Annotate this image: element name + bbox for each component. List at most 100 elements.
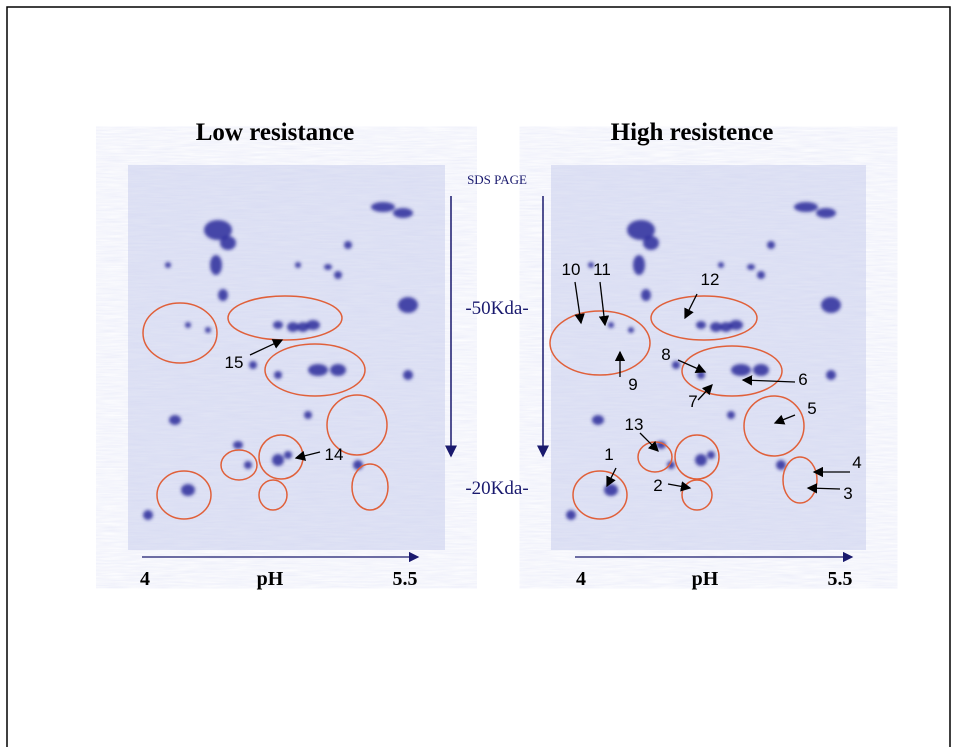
spot [297, 322, 309, 332]
ph-end: 5.5 [828, 568, 853, 590]
spot [566, 510, 576, 520]
spot [697, 371, 705, 379]
arrow [684, 293, 698, 320]
spot [393, 208, 413, 218]
ph-end: 5.5 [393, 568, 418, 590]
spot-arrows [249, 281, 850, 494]
arrow [806, 483, 841, 494]
spot [627, 220, 655, 240]
spot-label: 8 [661, 345, 670, 364]
spot-label: 9 [628, 375, 637, 394]
panel-title: High resistence [611, 119, 774, 146]
spot [604, 484, 618, 496]
spot-ring [681, 479, 713, 511]
spot [731, 364, 751, 376]
spot [727, 411, 735, 419]
spot [205, 327, 211, 333]
spot [204, 220, 232, 240]
spot-label: 13 [625, 415, 644, 434]
spot [244, 461, 252, 469]
spot [334, 271, 342, 279]
spot-ring [264, 343, 366, 397]
spot [672, 361, 680, 369]
ph-label: pH [692, 568, 719, 590]
spot-ring [549, 310, 651, 376]
spot-label: 14 [325, 445, 344, 464]
spot-ring [351, 463, 389, 511]
spot [718, 262, 724, 268]
ph-start: 4 [576, 568, 586, 590]
spot [143, 510, 153, 520]
arrow [598, 281, 610, 327]
spot-label: 15 [225, 353, 244, 372]
spot [185, 322, 191, 328]
spot [330, 364, 346, 376]
arrow [294, 450, 321, 461]
spot [753, 364, 769, 376]
arrow [773, 414, 796, 425]
spot [608, 322, 614, 328]
spot [210, 255, 222, 275]
gel-spots [143, 202, 841, 520]
spot [757, 271, 765, 279]
arrow [574, 281, 585, 325]
arrow [677, 359, 707, 374]
spot [165, 262, 171, 268]
spot [696, 321, 706, 329]
arrow [639, 432, 659, 452]
spot-ring [326, 394, 388, 456]
spot [776, 460, 786, 470]
spot [720, 322, 732, 332]
spot-ring [681, 345, 783, 397]
spot [218, 289, 228, 301]
spot [344, 241, 352, 249]
arrow [249, 339, 284, 356]
spot-ring [674, 434, 720, 480]
spot [643, 236, 659, 250]
arrow [606, 467, 617, 488]
spot [767, 241, 775, 249]
spot [641, 289, 651, 301]
spot [284, 451, 292, 459]
arrow [697, 384, 713, 401]
spot [295, 262, 301, 268]
gel-right [551, 165, 866, 550]
spot [398, 297, 418, 313]
spot-label: 10 [562, 260, 581, 279]
spot [273, 321, 283, 329]
spot-ring [650, 295, 758, 341]
spot [233, 441, 243, 449]
spot-ring [220, 449, 258, 481]
spot [628, 327, 634, 333]
spot-ring [142, 302, 218, 364]
spot [249, 361, 257, 369]
spot [306, 320, 320, 330]
slide-frame [6, 6, 951, 747]
spot-label: 5 [807, 399, 816, 418]
spot [707, 451, 715, 459]
spot [308, 364, 328, 376]
spot-label: 12 [701, 270, 720, 289]
spot [169, 415, 181, 425]
spot [794, 202, 818, 212]
mw-marker: -20Kda- [465, 478, 528, 499]
sds-heading: SDS PAGE [467, 172, 527, 187]
spot [667, 461, 675, 469]
spot-ring [156, 470, 212, 520]
spot [695, 454, 707, 466]
spot-label: 7 [688, 392, 697, 411]
ph-start: 4 [140, 568, 150, 590]
spot [821, 297, 841, 313]
spot [272, 454, 284, 466]
mw-marker: -50Kda- [465, 298, 528, 319]
spot-label: 6 [798, 370, 807, 389]
arrow [667, 481, 692, 492]
gel-left [128, 165, 445, 550]
spot [371, 202, 395, 212]
ph-label: pH [257, 568, 284, 590]
spot-ring [258, 479, 288, 511]
arrow [741, 375, 796, 386]
spot [287, 322, 299, 332]
